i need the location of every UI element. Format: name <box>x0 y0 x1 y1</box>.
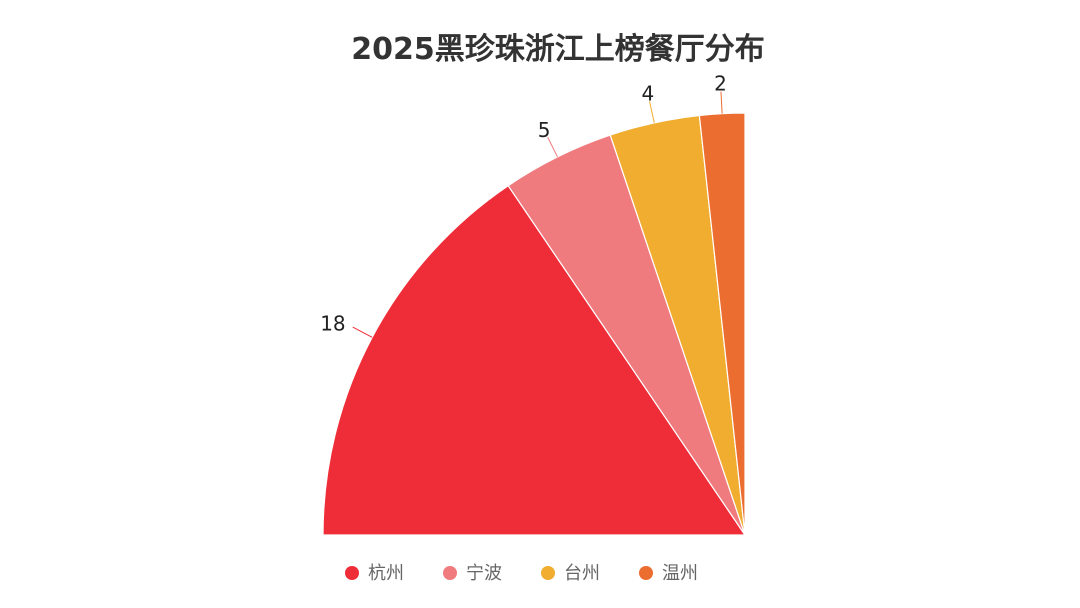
data-label-1: 5 <box>538 118 551 142</box>
legend-item-2[interactable]: 台州 <box>541 563 600 584</box>
legend-label-3: 温州 <box>662 563 698 584</box>
legend-item-1[interactable]: 宁波 <box>443 563 502 584</box>
label-leader-0 <box>352 326 373 338</box>
legend-marker-2 <box>541 566 555 580</box>
label-leader-lines <box>352 91 723 338</box>
data-label-3: 2 <box>714 72 727 96</box>
legend-label-2: 台州 <box>564 563 600 584</box>
legend-label-0: 杭州 <box>368 563 404 584</box>
pie-slices <box>322 112 747 536</box>
pie-slice-0[interactable] <box>322 184 747 536</box>
legend-marker-3 <box>639 566 653 580</box>
legend-item-0[interactable]: 杭州 <box>345 563 404 584</box>
legend-marker-1 <box>443 566 457 580</box>
data-label-2: 4 <box>641 82 654 106</box>
label-leader-1 <box>547 137 558 158</box>
data-labels: 18 5 4 2 <box>320 72 727 336</box>
legend[interactable]: 杭州 宁波 台州 温州 <box>345 563 698 584</box>
data-label-0: 18 <box>320 311 345 335</box>
label-leader-2 <box>649 101 655 123</box>
legend-marker-0 <box>345 566 359 580</box>
label-leader-3 <box>720 91 723 114</box>
legend-label-1: 宁波 <box>466 563 502 584</box>
legend-item-3[interactable]: 温州 <box>639 563 698 584</box>
chart-title: 2025黑珍珠浙江上榜餐厅分布 <box>351 32 765 67</box>
